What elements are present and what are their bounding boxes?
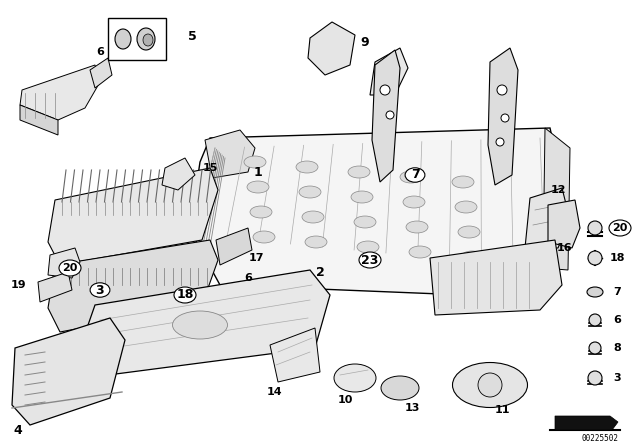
Ellipse shape [354, 216, 376, 228]
Ellipse shape [458, 226, 480, 238]
Ellipse shape [406, 221, 428, 233]
Ellipse shape [587, 287, 603, 297]
Text: 3: 3 [96, 284, 104, 297]
Circle shape [478, 373, 502, 397]
Polygon shape [308, 22, 355, 75]
Text: 6: 6 [244, 273, 252, 283]
Ellipse shape [247, 181, 269, 193]
Polygon shape [190, 128, 565, 295]
Ellipse shape [409, 246, 431, 258]
Ellipse shape [357, 241, 379, 253]
Circle shape [496, 138, 504, 146]
Text: 11: 11 [494, 405, 509, 415]
Ellipse shape [461, 251, 483, 263]
Bar [108, 18, 166, 60]
Polygon shape [270, 328, 320, 382]
Text: 19: 19 [10, 280, 26, 290]
Ellipse shape [359, 252, 381, 268]
Polygon shape [90, 58, 112, 88]
Circle shape [589, 342, 601, 354]
Text: 5: 5 [188, 30, 196, 43]
Ellipse shape [348, 166, 370, 178]
Polygon shape [20, 105, 58, 135]
Circle shape [501, 114, 509, 122]
Ellipse shape [302, 211, 324, 223]
Polygon shape [370, 48, 408, 95]
Ellipse shape [137, 28, 155, 50]
Circle shape [588, 251, 602, 265]
Ellipse shape [244, 156, 266, 168]
Ellipse shape [90, 283, 110, 297]
Ellipse shape [143, 34, 153, 46]
Text: 18: 18 [609, 253, 625, 263]
Ellipse shape [400, 171, 422, 183]
Ellipse shape [334, 364, 376, 392]
Text: 17: 17 [248, 253, 264, 263]
Ellipse shape [609, 220, 631, 236]
Text: 4: 4 [13, 423, 22, 436]
Text: 15: 15 [202, 163, 218, 173]
Text: 3: 3 [613, 373, 621, 383]
Ellipse shape [403, 196, 425, 208]
Polygon shape [543, 128, 570, 270]
Polygon shape [372, 50, 400, 182]
Polygon shape [216, 228, 252, 265]
Text: 16: 16 [557, 243, 573, 253]
Text: 10: 10 [337, 395, 353, 405]
Circle shape [380, 85, 390, 95]
Ellipse shape [381, 376, 419, 400]
Polygon shape [48, 248, 80, 278]
Text: 8: 8 [613, 343, 621, 353]
Text: 18: 18 [176, 289, 194, 302]
Circle shape [588, 371, 602, 385]
Text: 23: 23 [362, 254, 379, 267]
Ellipse shape [253, 231, 275, 243]
Text: 6: 6 [613, 315, 621, 325]
Ellipse shape [115, 29, 131, 49]
Ellipse shape [173, 311, 227, 339]
Circle shape [589, 314, 601, 326]
Ellipse shape [452, 176, 474, 188]
Text: 2: 2 [316, 266, 324, 279]
Text: 9: 9 [361, 35, 369, 48]
Polygon shape [488, 48, 518, 185]
Polygon shape [162, 158, 195, 190]
Ellipse shape [296, 161, 318, 173]
Text: 14: 14 [267, 387, 283, 397]
Text: 7: 7 [411, 168, 419, 181]
Text: 7: 7 [613, 287, 621, 297]
Text: 20: 20 [62, 263, 77, 273]
Ellipse shape [351, 191, 373, 203]
Polygon shape [548, 200, 580, 248]
Circle shape [386, 111, 394, 119]
Polygon shape [20, 65, 100, 120]
Ellipse shape [299, 186, 321, 198]
Ellipse shape [59, 260, 81, 276]
Polygon shape [525, 188, 570, 248]
Ellipse shape [305, 236, 327, 248]
Text: 00225502: 00225502 [581, 434, 618, 443]
Text: 13: 13 [404, 403, 420, 413]
Polygon shape [48, 168, 218, 265]
Circle shape [497, 85, 507, 95]
Circle shape [588, 221, 602, 235]
Text: 12: 12 [550, 185, 566, 195]
Ellipse shape [455, 201, 477, 213]
Text: 6: 6 [96, 47, 104, 57]
Polygon shape [555, 416, 618, 430]
Ellipse shape [405, 168, 425, 182]
Polygon shape [48, 240, 218, 332]
Text: 1: 1 [253, 165, 262, 178]
Polygon shape [205, 130, 255, 178]
Ellipse shape [250, 206, 272, 218]
Polygon shape [12, 318, 125, 425]
Polygon shape [38, 272, 72, 302]
Polygon shape [80, 270, 330, 375]
Ellipse shape [452, 362, 527, 408]
Polygon shape [430, 240, 562, 315]
Ellipse shape [174, 287, 196, 303]
Text: 20: 20 [612, 223, 628, 233]
